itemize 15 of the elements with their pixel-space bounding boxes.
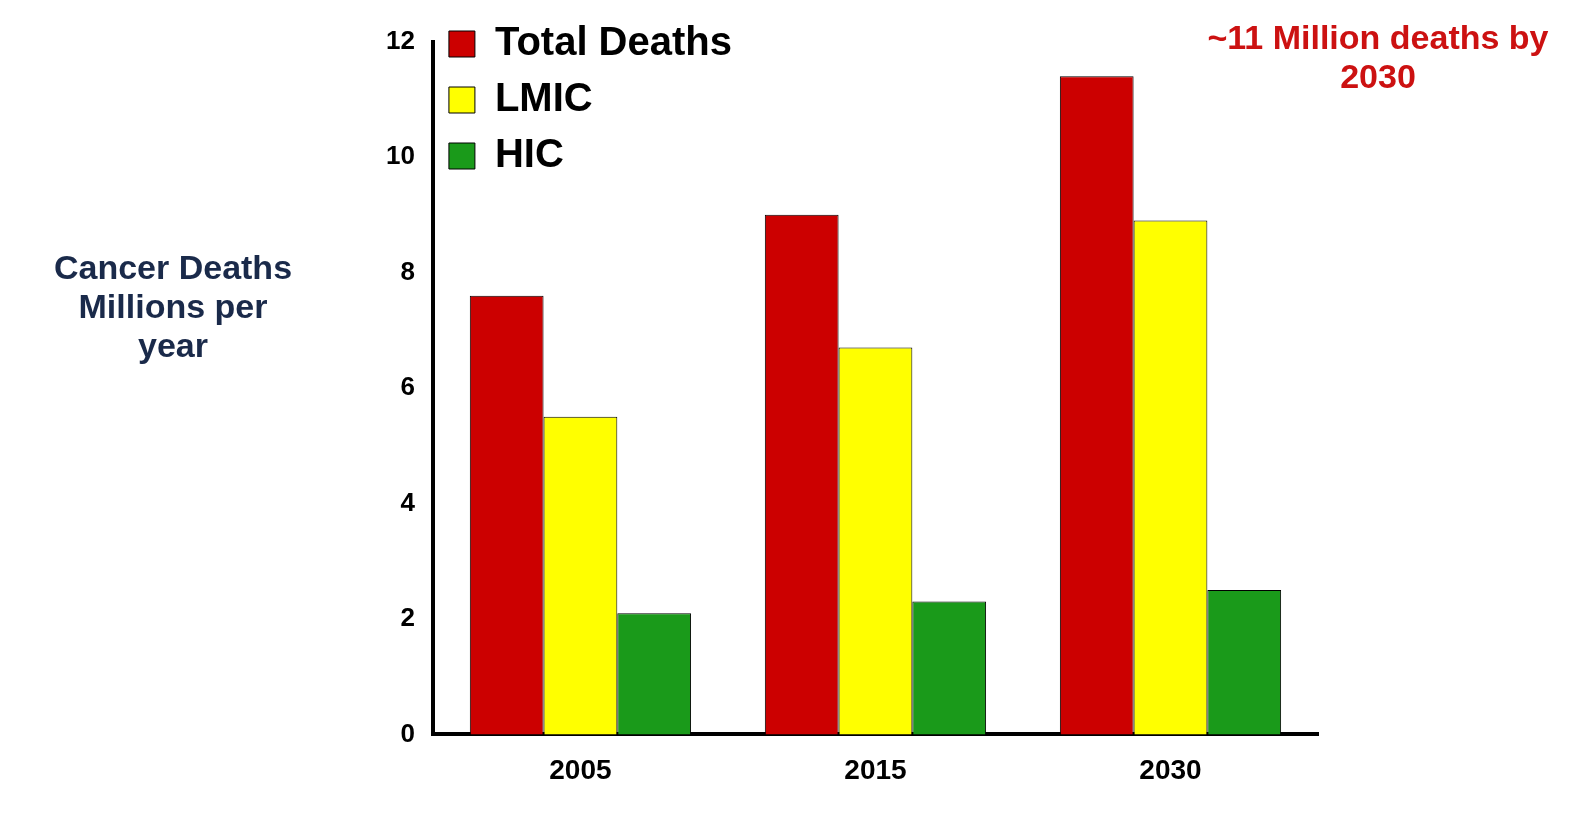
legend-label: LMIC	[494, 75, 593, 120]
x-tick-label: 2005	[549, 753, 612, 785]
y-tick-label: 2	[400, 602, 415, 633]
legend-label: Total Deaths	[494, 19, 732, 64]
x-tick-label: 2030	[1139, 753, 1202, 785]
y-tick-label: 4	[400, 486, 416, 517]
y-tick-label: 12	[386, 24, 415, 55]
y-tick-label: 0	[400, 717, 415, 748]
legend-label: HIC	[494, 131, 564, 176]
y-axis-title: Cancer Deaths Millions per year	[52, 248, 294, 365]
x-tick-label: 2015	[844, 753, 907, 785]
y-tick-label: 10	[386, 140, 415, 171]
y-tick-label: 6	[400, 371, 415, 402]
y-tick-label: 8	[400, 255, 415, 286]
annotation: ~11 Million deaths by 2030	[1206, 18, 1550, 96]
